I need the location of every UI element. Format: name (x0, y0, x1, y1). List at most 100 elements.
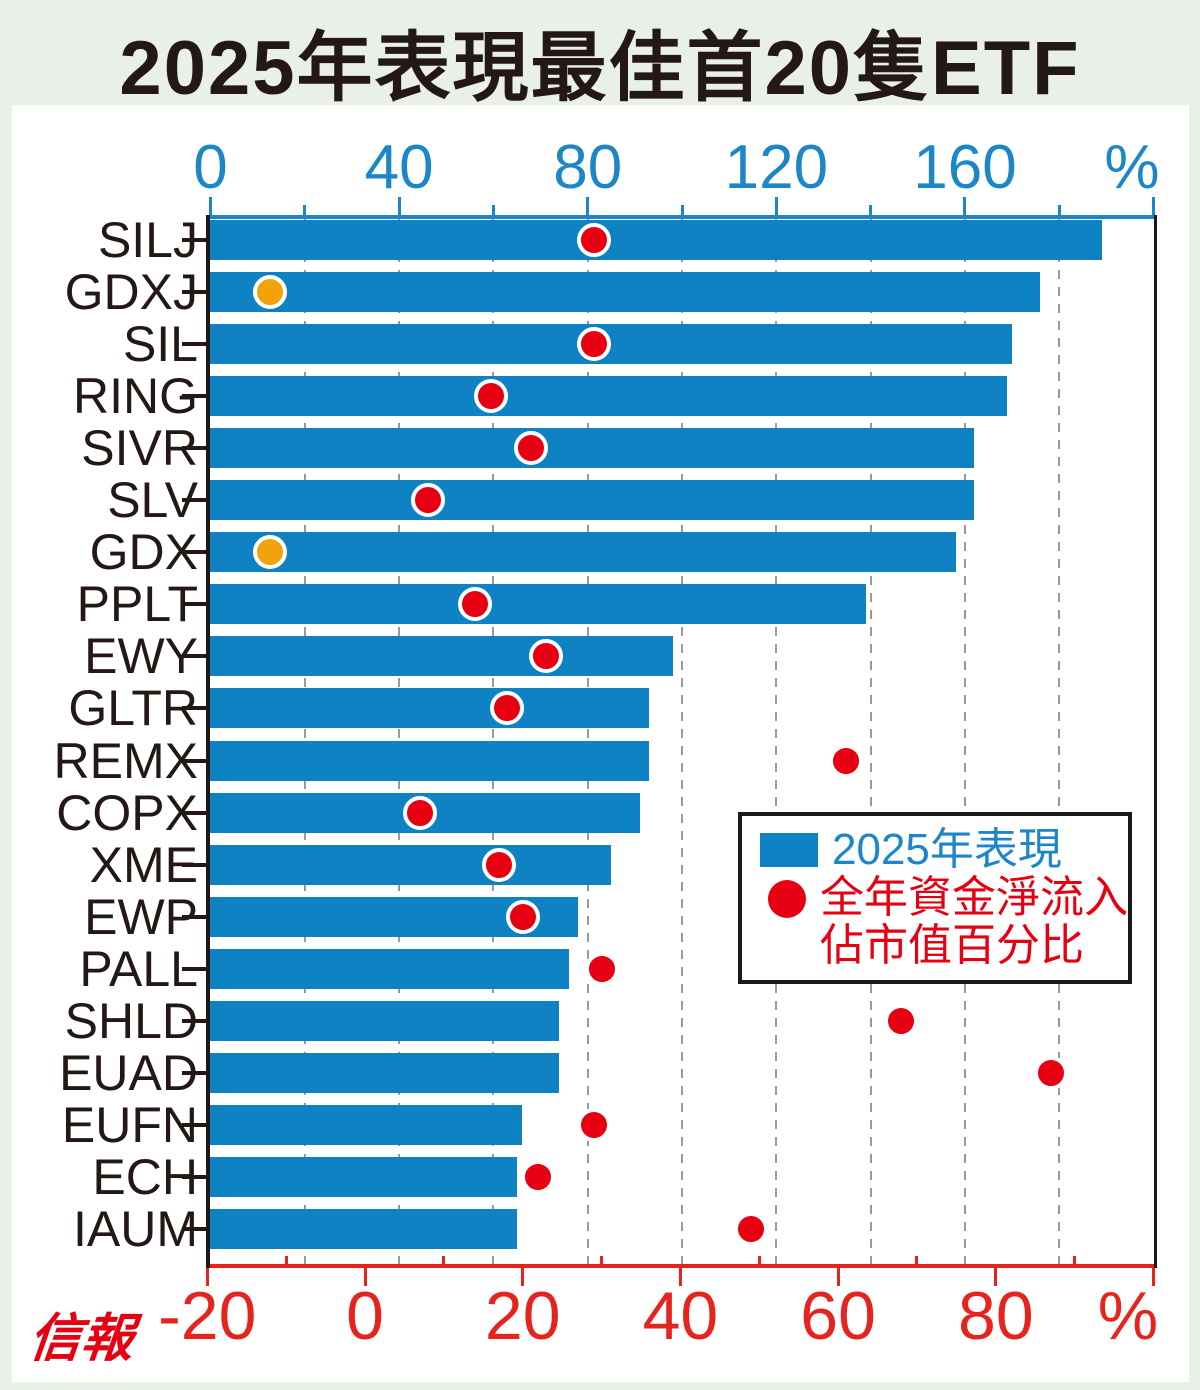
category-tick (182, 1123, 207, 1128)
category-label-GLTR: GLTR (68, 680, 198, 737)
legend-bar-swatch-icon (760, 833, 818, 867)
category-tick (182, 654, 207, 659)
top-axis-label: 80 (553, 133, 623, 202)
category-tick (182, 550, 207, 555)
category-tick (182, 758, 207, 763)
bottom-axis-tick (836, 1268, 840, 1286)
bottom-axis-minor-tick (600, 1256, 604, 1264)
chart-title: 2025年表現最佳首20隻ETF (119, 26, 1081, 111)
category-tick (182, 237, 207, 242)
bottom-axis-tick (678, 1268, 682, 1286)
category-tick (182, 914, 207, 919)
left-spine (206, 215, 210, 1268)
dot-PALL (584, 951, 619, 986)
bottom-axis-label: 0 (346, 1278, 384, 1354)
legend-dot-swatch-icon (768, 880, 806, 918)
dot-EUAD (1034, 1056, 1069, 1091)
dot-RING (474, 378, 509, 413)
dot-EWY (529, 639, 564, 674)
bottom-axis-minor-tick (284, 1256, 288, 1264)
top-axis-tick (1057, 205, 1061, 215)
category-tick (182, 602, 207, 607)
bar-EWY (210, 636, 673, 677)
category-tick (182, 1227, 207, 1232)
top-axis-tick (869, 205, 873, 215)
gridline (869, 219, 872, 1264)
category-label-ECH: ECH (92, 1149, 198, 1206)
bottom-axis-label: 60 (800, 1278, 876, 1354)
top-axis-tick (303, 205, 307, 215)
category-tick (182, 1071, 207, 1076)
top-axis-tick (209, 197, 212, 215)
top-axis-line (208, 215, 1156, 219)
category-label-COPX: COPX (56, 784, 198, 841)
top-axis-tick (491, 205, 495, 215)
category-tick (182, 393, 207, 398)
bottom-axis-label: -20 (158, 1278, 257, 1354)
bar-XME (210, 844, 612, 885)
bar-PALL (210, 948, 569, 989)
right-spine (1153, 215, 1157, 1268)
legend: 2025年表現 全年資金淨流入 佔市值百分比 (738, 812, 1132, 984)
legend-dot-row: 全年資金淨流入 佔市值百分比 (760, 874, 1128, 970)
category-tick (182, 289, 207, 294)
dot-GLTR (489, 691, 524, 726)
category-tick (182, 862, 207, 867)
dot-COPX (403, 795, 438, 830)
dot-EUFN (576, 1108, 611, 1143)
dot-REMX (829, 743, 863, 778)
bottom-axis-tick (521, 1268, 525, 1286)
legend-dot-label-line2: 佔市值百分比 (820, 921, 1084, 970)
bottom-axis-line (208, 1264, 1156, 1268)
category-label-REMX: REMX (53, 732, 198, 789)
bottom-axis-tick (205, 1268, 209, 1286)
dot-SIVR (513, 430, 548, 465)
category-tick (182, 1019, 207, 1023)
category-label-PALL: PALL (79, 940, 198, 997)
top-axis-tick (397, 197, 401, 215)
dot-SLV (411, 483, 446, 517)
bar-EUAD (210, 1053, 560, 1094)
bar-EUFN (210, 1105, 522, 1146)
top-axis-unit: % (1104, 133, 1160, 202)
category-label-IAUM: IAUM (73, 1201, 198, 1258)
category-label-GDXJ: GDXJ (64, 263, 198, 320)
bar-RING (210, 375, 1008, 416)
bottom-axis-minor-tick (442, 1256, 446, 1264)
top-axis-label: 0 (193, 133, 228, 202)
hkej-logo: 信報 (26, 1311, 137, 1368)
dot-GDX (253, 535, 288, 570)
gridline (1058, 219, 1061, 1264)
bottom-axis-tick (1152, 1268, 1156, 1286)
bottom-axis-label: 40 (642, 1278, 719, 1354)
legend-dot-label: 全年資金淨流入 佔市值百分比 (820, 874, 1128, 970)
category-label-SIVR: SIVR (81, 419, 198, 476)
category-tick (182, 706, 207, 711)
category-tick (182, 810, 207, 815)
bar-GDXJ (210, 271, 1041, 312)
category-tick (182, 498, 207, 502)
category-label-RING: RING (73, 367, 198, 424)
bar-IAUM (210, 1209, 517, 1250)
legend-dot-label-line1: 全年資金淨流入 (820, 873, 1128, 922)
top-axis-tick (963, 197, 967, 215)
category-tick (182, 966, 207, 971)
category-label-PPLT: PPLT (76, 576, 198, 633)
bar-PPLT (210, 584, 866, 625)
dot-EWP (505, 899, 540, 934)
dot-SILJ (576, 222, 611, 257)
gridline (963, 219, 966, 1264)
category-label-EUAD: EUAD (59, 1045, 198, 1102)
bottom-axis-tick (994, 1268, 998, 1286)
bottom-axis-unit: % (1097, 1278, 1159, 1354)
top-axis-tick (1152, 197, 1156, 215)
bottom-axis-minor-tick (1073, 1256, 1077, 1264)
bar-SILJ (210, 219, 1102, 260)
top-axis-tick (774, 197, 778, 215)
gridline (681, 219, 684, 1264)
bar-ECH (210, 1157, 517, 1198)
category-label-EUFN: EUFN (61, 1097, 198, 1154)
bottom-axis-label: 80 (958, 1278, 1034, 1354)
